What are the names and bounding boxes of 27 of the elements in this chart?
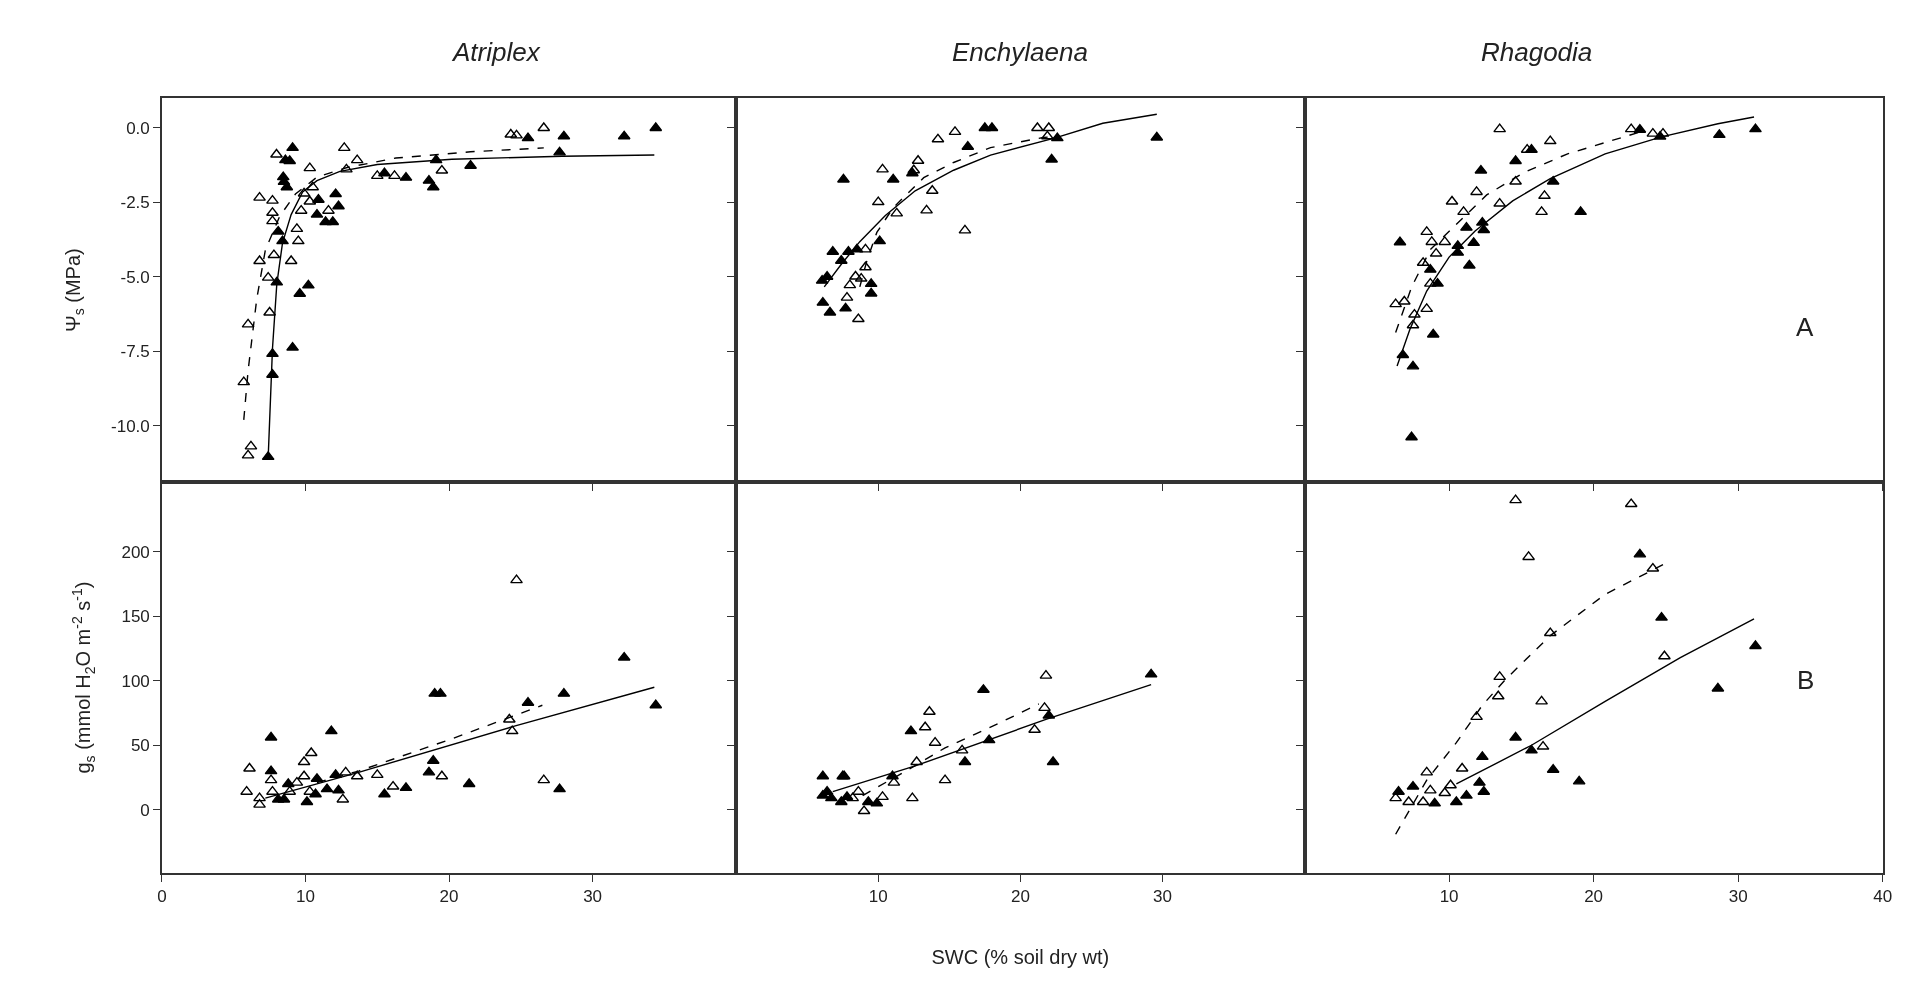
annotation: B [1797, 665, 1815, 695]
x-tick-label: 10 [868, 887, 888, 907]
x-tick-label: 40 [1873, 887, 1893, 907]
x-tick-label: 30 [583, 887, 603, 907]
x-tick-label: 10 [296, 887, 315, 907]
chart-title: Enchylaena [952, 37, 1088, 67]
y-tick-label: -5.0 [120, 267, 150, 287]
y-tick-label: 0.0 [126, 118, 150, 138]
x-tick-label: 20 [1584, 887, 1604, 907]
y-tick-label: -7.5 [120, 342, 150, 362]
x-tick-label: 20 [1010, 887, 1030, 907]
x-tick-label: 20 [439, 887, 459, 907]
chart-title: Rhagodia [1481, 37, 1593, 67]
y-tick-label: -2.5 [120, 193, 150, 213]
y-tick-label: 100 [121, 671, 150, 691]
x-axis-title: SWC (% soil dry wt) [931, 946, 1110, 969]
y-tick-label: 0 [140, 800, 150, 820]
x-tick-label: 10 [1439, 887, 1459, 907]
chart-title: Atriplex [451, 37, 541, 67]
x-tick-label: 30 [1728, 887, 1748, 907]
x-tick-label: 30 [1153, 887, 1172, 907]
annotation: A [1796, 312, 1814, 342]
y-tick-label: -10.0 [111, 416, 150, 436]
y-tick-label: 50 [130, 736, 150, 756]
x-tick-label: 0 [157, 887, 167, 907]
y-tick-label: 150 [121, 607, 150, 627]
y-tick-label: 200 [121, 542, 150, 562]
